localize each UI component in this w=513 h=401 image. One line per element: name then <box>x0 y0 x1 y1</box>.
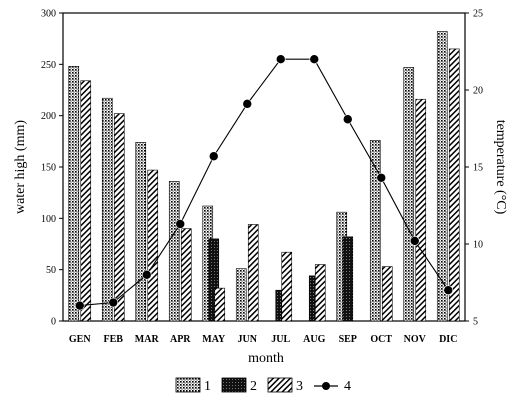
y-tick-label: 50 <box>46 265 56 276</box>
bar-series-3 <box>415 98 427 322</box>
bar-series-1 <box>135 142 147 322</box>
bar-series-1 <box>403 67 415 322</box>
left-axis-ticks: 0 50 100 150 200 250 300 <box>41 9 63 328</box>
bar-series-3 <box>281 251 293 322</box>
bar-series-3 <box>80 80 92 322</box>
line-point <box>242 99 253 109</box>
legend-label-1: 1 <box>204 379 211 394</box>
line-point <box>409 236 420 246</box>
legend: 1 2 3 4 <box>175 377 351 394</box>
bar-series-3 <box>448 48 460 322</box>
y2-tick-label: 10 <box>473 240 483 251</box>
x-tick-label: DIC <box>439 334 457 345</box>
line-point <box>108 297 119 308</box>
bar-series-3 <box>180 228 192 322</box>
legend-swatch-3 <box>267 377 293 393</box>
x-tick-label: APR <box>170 334 191 345</box>
y-tick-label: 250 <box>41 60 56 71</box>
line-series-4 <box>79 58 449 307</box>
y-axis-title: water high (mm) <box>13 120 28 214</box>
line-point <box>342 114 353 125</box>
line-point <box>376 172 387 183</box>
legend-swatch-2 <box>221 377 247 393</box>
y-tick-label: 300 <box>41 9 56 20</box>
bar-series-3 <box>314 264 326 322</box>
y2-tick-label: 25 <box>473 9 483 20</box>
y-tick-label: 100 <box>41 214 56 225</box>
bar-series-3 <box>214 287 226 322</box>
x-tick-label: AUG <box>303 334 325 345</box>
x-tick-label: MAR <box>135 334 160 345</box>
bar-series-3 <box>247 224 259 322</box>
legend-label-4: 4 <box>344 379 351 394</box>
bars <box>68 31 460 322</box>
bar-series-1 <box>436 31 448 322</box>
legend-swatch-1 <box>175 377 201 393</box>
bar-series-2 <box>208 238 220 322</box>
temperature-line <box>74 54 454 311</box>
bar-series-2 <box>342 236 354 322</box>
bar-series-3 <box>381 266 393 322</box>
line-point <box>74 300 85 311</box>
bar-series-1 <box>168 181 180 322</box>
y-tick-label: 150 <box>41 163 56 174</box>
y2-tick-label: 5 <box>473 317 478 328</box>
bar-series-3 <box>113 113 125 322</box>
x-tick-label: GEN <box>69 334 91 345</box>
legend-label-3: 3 <box>296 379 303 394</box>
legend-marker-4 <box>322 382 330 390</box>
right-axis-ticks: 5 10 15 20 25 <box>465 9 483 328</box>
line-point <box>208 151 219 162</box>
x-tick-label: FEB <box>104 334 124 345</box>
line-point <box>309 54 320 65</box>
y2-axis-title: temperature (°C) <box>493 120 508 215</box>
bar-series-3 <box>147 169 159 322</box>
legend-label-2: 2 <box>250 379 257 394</box>
line-point <box>443 285 454 296</box>
bar-series-1 <box>235 268 247 322</box>
x-tick-label: JUL <box>271 334 290 345</box>
line-point <box>275 54 286 65</box>
bar-series-1 <box>369 140 381 322</box>
x-tick-label: MAY <box>202 334 226 345</box>
line-point <box>141 269 152 280</box>
y2-tick-label: 15 <box>473 163 483 174</box>
x-tick-label: NOV <box>404 334 427 345</box>
bar-series-1 <box>101 97 113 322</box>
month-labels: GEN FEB MAR APR MAY JUN JUL AUG SEP OCT NOV DIC <box>69 334 458 345</box>
x-axis-title: month <box>248 351 284 366</box>
x-tick-label: SEP <box>339 334 357 345</box>
bar-series-1 <box>68 66 80 322</box>
line-point <box>175 219 186 229</box>
y-tick-label: 200 <box>41 111 56 122</box>
y-tick-label: 0 <box>51 317 56 328</box>
y2-tick-label: 20 <box>473 86 483 97</box>
x-tick-label: OCT <box>370 334 392 345</box>
x-tick-label: JUN <box>238 334 258 345</box>
